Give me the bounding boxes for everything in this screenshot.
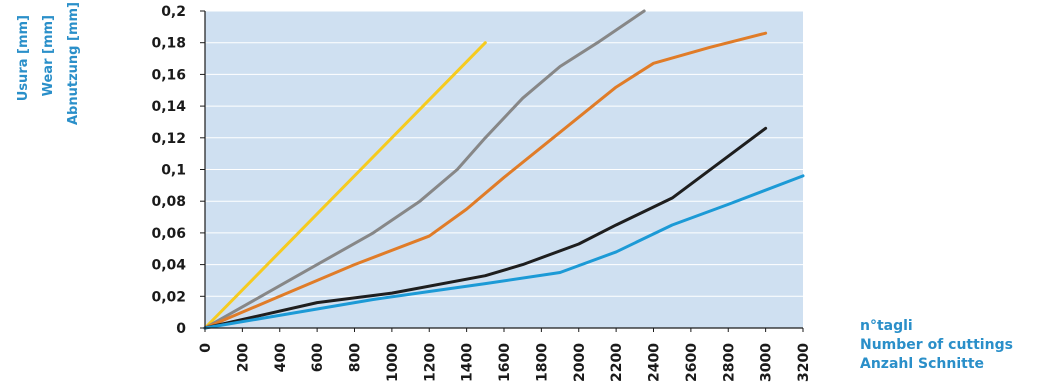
x-tick-label: 3000: [759, 343, 775, 382]
axes: [200, 10, 804, 332]
x-axis-label-en: Number of cuttings: [860, 337, 1013, 353]
x-tick-label: 1000: [385, 343, 401, 382]
series-line-4: [203, 126, 768, 330]
x-tick-label: 2800: [721, 343, 737, 382]
x-tick-label: 800: [348, 343, 364, 372]
y-tick-label: 0,2: [161, 4, 186, 20]
x-axis-label-de: Anzahl Schnitte: [860, 356, 985, 372]
x-tick-label: 1400: [460, 343, 476, 382]
x-tick-label: 3200: [796, 343, 812, 382]
grid-lines: [205, 10, 803, 297]
x-tick-label: 2400: [647, 343, 663, 382]
y-tick-label: 0,12: [151, 131, 186, 147]
x-tick-labels: 0 200 400 600 800 1000 1200 1400 1600 1800 2000 220…: [198, 343, 812, 382]
x-tick-label: 600: [310, 343, 326, 372]
x-tick-label: 400: [273, 343, 289, 372]
x-tick-label: 0: [198, 343, 214, 353]
series-line-3: [203, 31, 768, 330]
x-tick-label: 2600: [684, 343, 700, 382]
y-tick-label: 0: [176, 321, 186, 337]
y-tick-label: 0,08: [151, 194, 186, 210]
y-axis-label-en: Wear [mm]: [41, 15, 56, 97]
x-tick-label: 200: [235, 343, 251, 372]
x-tick-label: 1200: [422, 343, 438, 382]
x-axis-label-it: n°tagli: [860, 318, 913, 334]
y-tick-label: 0,02: [151, 289, 186, 305]
series-group: [203, 9, 805, 330]
y-tick-label: 0,04: [151, 258, 186, 274]
y-axis-label-de: Abnutzung [mm]: [66, 2, 81, 125]
y-tick-label: 0,16: [151, 67, 186, 83]
y-tick-labels: 0 0,02 0,04 0,06 0,08 0,1 0,12 0,14 0,16 0,18 0,2: [151, 4, 186, 337]
series-line-2: [203, 9, 646, 330]
x-tick-label: 2200: [609, 343, 625, 382]
y-tick-label: 0,14: [151, 99, 186, 115]
x-tick-label: 1600: [497, 343, 513, 382]
y-tick-label: 0,18: [151, 36, 186, 52]
x-tick-label: 2000: [572, 343, 588, 382]
series-line-1: [203, 41, 487, 330]
x-tick-label: 1800: [534, 343, 550, 382]
y-axis-label-it: Usura [mm]: [16, 15, 31, 102]
series-line-5: [203, 174, 805, 330]
y-tick-label: 0,06: [151, 226, 186, 242]
y-tick-label: 0,1: [161, 163, 186, 179]
